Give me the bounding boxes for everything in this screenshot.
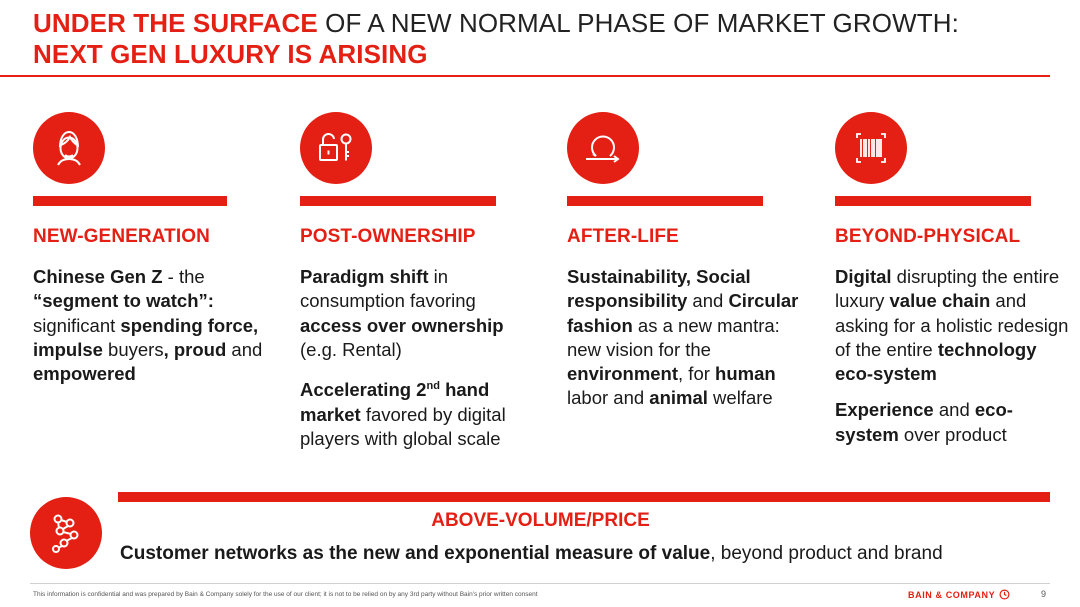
column-body: Paradigm shift in consumption favoring a… — [300, 265, 540, 451]
title-divider — [0, 75, 1050, 77]
footer-divider — [30, 583, 1050, 584]
person-face-icon — [33, 112, 105, 184]
column-bar — [835, 196, 1031, 206]
brand-mark-icon — [999, 589, 1010, 600]
brand-logo: BAIN & COMPANY — [908, 589, 1010, 600]
title-rest: OF A NEW NORMAL PHASE OF MARKET GROWTH: — [317, 8, 959, 38]
column-post-ownership: POST-OWNERSHIP Paradigm shift in consump… — [300, 112, 540, 451]
network-nodes-icon — [30, 497, 102, 569]
bottom-heading: ABOVE-VOLUME/PRICE — [431, 510, 650, 531]
title-highlight: UNDER THE SURFACE — [33, 8, 318, 38]
bottom-statement: Customer networks as the new and exponen… — [120, 543, 943, 564]
page-number: 9 — [1041, 589, 1047, 599]
column-heading: POST-OWNERSHIP — [300, 226, 476, 247]
column-paragraph: Sustainability, Social responsibility an… — [567, 266, 799, 409]
bottom-bar — [118, 492, 1050, 502]
column-paragraph: Chinese Gen Z - the “segment to watch”: … — [33, 266, 263, 385]
column-beyond-physical: BEYOND-PHYSICAL Digital disrupting the e… — [835, 112, 1075, 447]
footer-disclaimer: This information is confidential and was… — [33, 591, 538, 598]
unlock-key-icon — [300, 112, 372, 184]
column-paragraph-2: Accelerating 2nd hand market favored by … — [300, 379, 506, 449]
column-bar — [567, 196, 763, 206]
column-heading: BEYOND-PHYSICAL — [835, 226, 1021, 247]
column-body: Digital disrupting the entire luxury val… — [835, 265, 1075, 447]
column-heading: NEW-GENERATION — [33, 226, 210, 247]
slide-title: UNDER THE SURFACE OF A NEW NORMAL PHASE … — [33, 8, 1053, 70]
column-paragraph-2: Experience and eco-system over product — [835, 399, 1013, 445]
column-body: Sustainability, Social responsibility an… — [567, 265, 807, 411]
column-bar — [33, 196, 227, 206]
column-paragraph: Paradigm shift in consumption favoring a… — [300, 266, 504, 360]
circular-arrow-icon — [567, 112, 639, 184]
column-bar — [300, 196, 496, 206]
barcode-scan-icon — [835, 112, 907, 184]
column-body: Chinese Gen Z - the “segment to watch”: … — [33, 265, 273, 386]
column-heading: AFTER-LIFE — [567, 226, 679, 247]
title-line2: NEXT GEN LUXURY IS ARISING — [33, 39, 428, 69]
column-new-generation: NEW-GENERATION Chinese Gen Z - the “segm… — [33, 112, 273, 386]
column-paragraph: Digital disrupting the entire luxury val… — [835, 266, 1069, 385]
column-after-life: AFTER-LIFE Sustainability, Social respon… — [567, 112, 807, 411]
